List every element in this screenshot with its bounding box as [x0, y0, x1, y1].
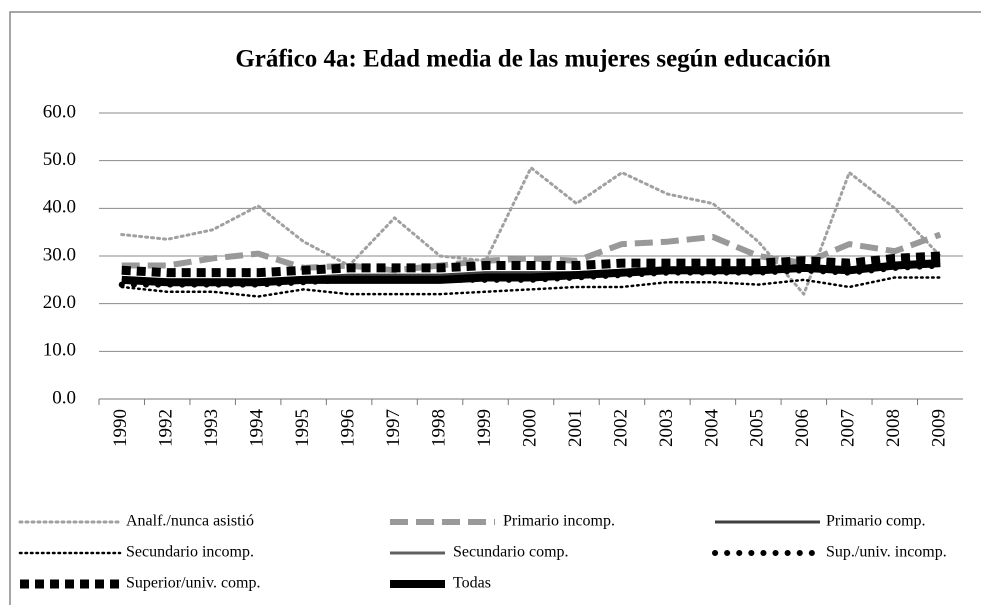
x-tick-label: 1992 [156, 409, 177, 447]
legend-label: Secundario incomp. [126, 544, 254, 561]
x-tick-label: 2000 [519, 409, 540, 447]
x-tick-label: 1996 [337, 409, 358, 447]
y-tick-label: 50.0 [43, 149, 76, 170]
x-tick-label: 1997 [383, 409, 404, 447]
x-tick-label: 2002 [610, 409, 631, 447]
legend-label: Analf./nunca asistió [126, 513, 254, 530]
legend-label: Sup./univ. incomp. [826, 544, 947, 561]
y-tick-label: 0.0 [52, 387, 76, 408]
y-tick-label: 40.0 [43, 197, 76, 218]
x-tick-label: 1993 [201, 409, 222, 447]
x-tick-label: 2009 [929, 409, 950, 447]
chart-border [9, 11, 981, 605]
x-tick-label: 1998 [428, 409, 449, 447]
y-tick-label: 60.0 [43, 101, 76, 122]
series-line [121, 251, 941, 278]
x-tick-label: 2008 [883, 409, 904, 447]
y-tick-label: 20.0 [43, 292, 76, 313]
x-tick-label: 2001 [565, 409, 586, 447]
legend-label: Superior/univ. comp. [126, 575, 261, 592]
x-tick-label: 1990 [110, 409, 131, 447]
x-tick-label: 1999 [474, 409, 495, 447]
y-tick-label: 30.0 [43, 244, 76, 265]
x-tick-label: 2003 [656, 409, 677, 447]
legend-label: Secundario comp. [453, 544, 569, 561]
legend-label: Todas [453, 575, 491, 592]
x-tick-label: 2006 [792, 409, 813, 447]
legend-label: Primario incomp. [503, 513, 615, 530]
series-line [120, 166, 942, 296]
x-tick-label: 1994 [247, 409, 268, 448]
x-tick-label: 2005 [747, 409, 768, 447]
legend-label: Primario comp. [826, 513, 926, 530]
series-line [121, 259, 941, 287]
chart-title: Gráfico 4a: Edad media de las mujeres se… [235, 46, 830, 73]
series-line [120, 276, 942, 298]
x-tick-label: 1995 [292, 409, 313, 447]
x-tick-label: 2004 [701, 409, 722, 448]
y-tick-label: 10.0 [43, 340, 76, 361]
x-tick-label: 2007 [838, 409, 859, 447]
